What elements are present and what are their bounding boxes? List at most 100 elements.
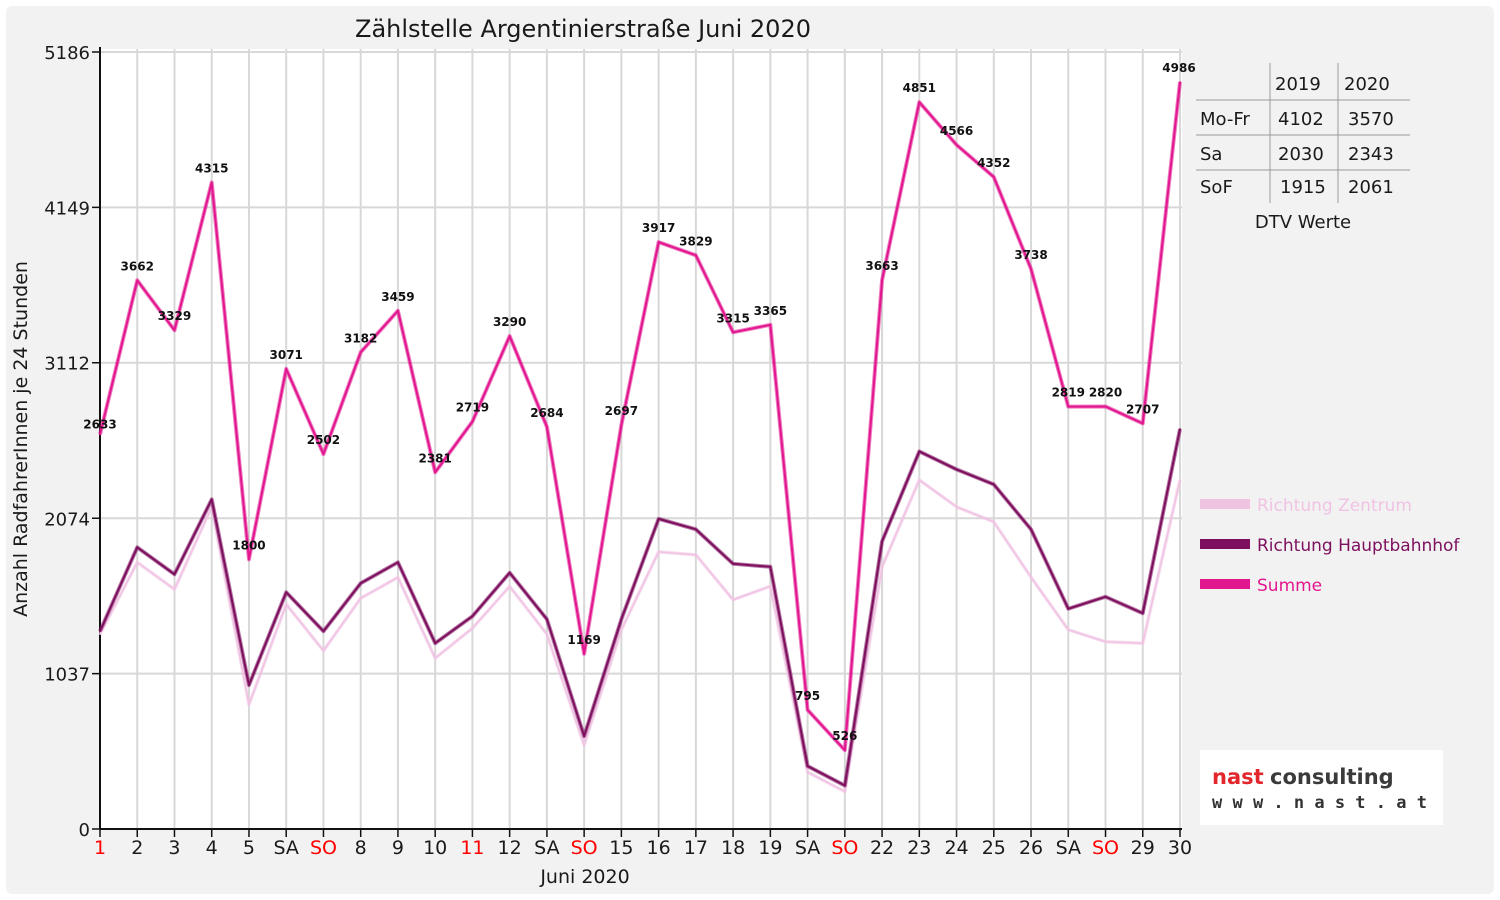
dtv-cell-sof-2019: 1915 <box>1280 177 1326 198</box>
series-point <box>434 642 436 645</box>
series-point <box>397 309 399 312</box>
series-point <box>434 471 436 474</box>
series-point <box>285 591 288 594</box>
x-tick-label: 12 <box>498 837 522 859</box>
series-point <box>285 603 288 606</box>
dtv-row-label-sa: Sa <box>1200 144 1222 165</box>
series-point <box>248 703 250 706</box>
series-point <box>881 279 883 281</box>
y-tick-label: 4149 <box>44 198 90 219</box>
series-point <box>1141 642 1144 645</box>
x-tick-label: 10 <box>423 837 447 859</box>
x-tick-label: 16 <box>647 837 671 859</box>
series-point <box>173 588 176 591</box>
series-point <box>136 546 139 549</box>
x-tick-label: 18 <box>721 837 745 859</box>
series-point <box>583 744 585 746</box>
x-tick-label: 23 <box>907 837 931 859</box>
x-tick-label: SA <box>534 837 559 859</box>
data-label: 2502 <box>307 433 340 447</box>
series-point <box>136 279 139 282</box>
series-point <box>322 453 325 455</box>
series-point <box>508 335 511 337</box>
legend-swatch <box>1200 579 1250 589</box>
x-tick-label: 29 <box>1131 837 1155 859</box>
x-tick-label: 8 <box>355 837 367 859</box>
series-point <box>471 627 474 630</box>
series-point <box>583 735 585 737</box>
data-label: 3290 <box>493 315 526 329</box>
series-point <box>508 571 511 574</box>
data-label: 3663 <box>865 259 898 273</box>
series-point <box>695 554 697 556</box>
dtv-caption: DTV Werte <box>1255 212 1351 233</box>
legend-label: Summe <box>1257 576 1322 596</box>
series-point <box>210 498 213 501</box>
dtv-header-2019: 2019 <box>1275 74 1321 95</box>
legend: Richtung Zentrum Richtung Hauptbahnhof Sum… <box>1200 496 1460 596</box>
logo-name-part1: nast <box>1212 765 1264 789</box>
series-point <box>806 709 809 711</box>
x-tick-label: 11 <box>460 837 484 859</box>
series-point <box>1067 405 1070 408</box>
series-point <box>583 653 585 655</box>
series-line <box>99 81 1181 752</box>
series-point <box>918 450 921 453</box>
series-point <box>322 630 325 633</box>
series-point <box>1141 612 1144 615</box>
data-label: 3829 <box>679 234 712 248</box>
series-point <box>546 426 548 428</box>
series-point <box>992 483 995 486</box>
y-tick-label: 3112 <box>44 354 90 375</box>
series-point <box>136 561 139 564</box>
series-point <box>248 558 250 561</box>
data-label: 3738 <box>1014 248 1047 262</box>
data-label: 1800 <box>232 538 265 552</box>
series-point <box>1067 628 1070 631</box>
series-point <box>1104 640 1107 643</box>
data-label: 2684 <box>530 406 563 420</box>
x-tick-label: 22 <box>870 837 894 859</box>
series-point <box>955 144 958 146</box>
legend-swatch <box>1200 539 1250 549</box>
dtv-header-2020: 2020 <box>1344 74 1390 95</box>
series-point <box>992 176 995 178</box>
series-point <box>806 771 809 773</box>
x-tick-label: SO <box>831 837 858 859</box>
series-point <box>1179 479 1181 481</box>
x-tick-label: SO <box>571 837 598 859</box>
x-tick-label: 9 <box>392 837 404 859</box>
series-point <box>657 241 660 243</box>
series-point <box>769 585 772 588</box>
series-point <box>620 628 623 631</box>
y-axis-label: Anzahl RadfahrerInnen je 24 Stunden <box>10 261 32 617</box>
x-tick-label: 2 <box>131 837 143 859</box>
series-point <box>322 649 325 652</box>
grid-layer <box>99 49 1182 829</box>
data-label: 2820 <box>1089 385 1122 399</box>
series-point <box>1067 607 1070 610</box>
series-point <box>99 433 101 436</box>
series-point <box>992 521 995 523</box>
series-point <box>99 630 101 633</box>
dtv-row-label-mofr: Mo-Fr <box>1200 109 1250 130</box>
series-point <box>210 181 213 184</box>
y-tick-label: 5186 <box>44 43 90 64</box>
data-label: 3917 <box>642 221 675 235</box>
data-label: 3182 <box>344 331 377 345</box>
series-point <box>844 790 846 793</box>
series-point <box>695 528 697 531</box>
series-point <box>1179 81 1181 83</box>
series-point <box>508 585 511 588</box>
series-point <box>1141 422 1144 425</box>
series-layer <box>98 81 1182 794</box>
data-label: 4851 <box>903 81 936 95</box>
series-point <box>918 101 921 103</box>
data-label: 2381 <box>418 451 451 465</box>
data-label: 2697 <box>605 404 638 418</box>
x-tick-label: 30 <box>1168 837 1192 859</box>
data-label: 3662 <box>121 259 154 273</box>
x-tick-label: SO <box>1092 837 1119 859</box>
